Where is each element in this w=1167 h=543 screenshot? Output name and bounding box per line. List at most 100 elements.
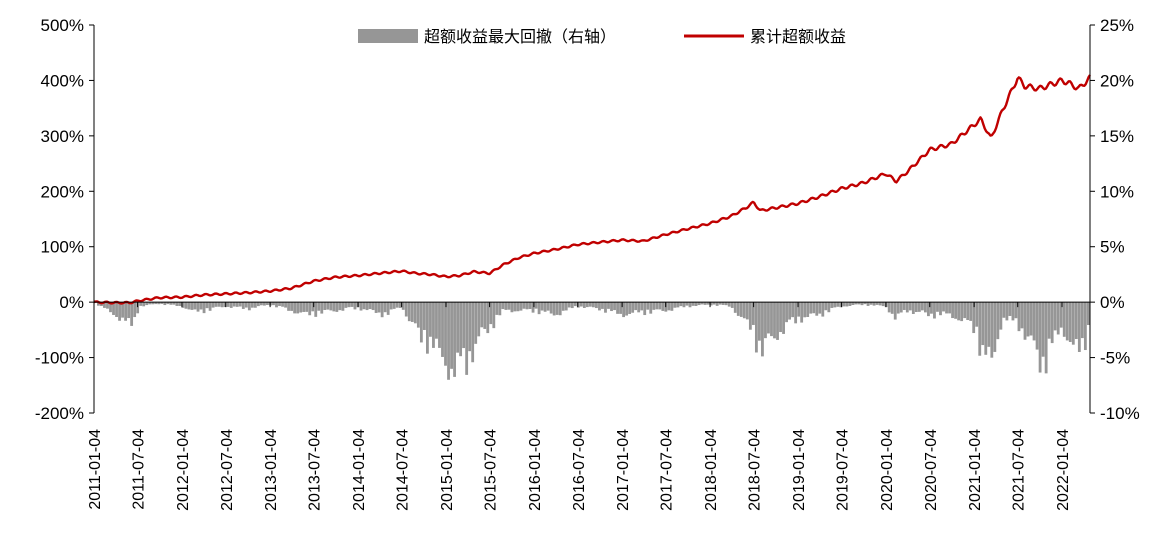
drawdown-bar [540,302,544,311]
drawdown-bar [1050,302,1054,344]
x-tick-label: 2015-07-04 [483,429,500,511]
drawdown-bar [703,302,707,305]
drawdown-bar [118,302,121,321]
drawdown-bar [193,302,197,310]
x-tick-label: 2017-01-04 [615,429,632,511]
drawdown-bar [945,302,948,314]
drawdown-bar [679,302,683,307]
x-tick-label: 2019-01-04 [791,429,808,511]
drawdown-bar [902,302,906,310]
drawdown-bar [1086,302,1090,325]
drawdown-bar [930,302,933,314]
drawdown-bar [130,302,134,326]
drawdown-bar [667,302,671,311]
drawdown-bar [788,302,791,320]
drawdown-bar [727,302,731,307]
x-tick-label: 2014-01-04 [351,429,368,511]
drawdown-bar [1065,302,1069,341]
drawdown-bar [857,302,861,305]
drawdown-bar [483,302,487,329]
drawdown-bar [773,302,776,339]
drawdown-bar [582,302,586,308]
drawdown-bar [398,302,402,308]
drawdown-bar [721,302,725,305]
x-tick-label: 2012-07-04 [219,429,236,511]
legend-swatch-drawdown [358,29,418,43]
drawdown-bar [948,302,951,314]
drawdown-bar [927,302,930,317]
drawdown-bar [1068,302,1072,342]
drawdown-bar [181,302,185,308]
drawdown-bar [546,302,550,311]
drawdown-bar [1041,302,1045,357]
x-tick-label: 2013-07-04 [307,429,324,511]
drawdown-bar [715,302,719,306]
drawdown-bar [537,302,541,315]
drawdown-bar [1026,302,1030,337]
drawdown-bar [824,302,828,311]
drawdown-bar [1017,302,1021,332]
drawdown-bar [293,302,297,314]
drawdown-bar [957,302,961,321]
legend-label-drawdown: 超额收益最大回撤（右轴） [424,27,616,46]
right-tick-label: 10% [1100,182,1134,201]
drawdown-bar [281,302,284,307]
drawdown-bar [477,302,481,337]
drawdown-bar [604,302,607,313]
drawdown-bar [1008,302,1012,316]
drawdown-bar [217,302,221,307]
drawdown-bar [115,302,118,317]
drawdown-bar [392,302,396,309]
drawdown-bar [1032,302,1036,341]
drawdown-bar [670,302,674,311]
drawdown-bar [103,302,106,308]
drawdown-bar [419,302,423,343]
drawdown-bar [106,302,109,309]
drawdown-bar [869,302,873,305]
drawdown-bar [447,302,450,380]
drawdown-bar [758,302,761,341]
drawdown-bar [350,302,354,307]
drawdown-bar [498,302,502,316]
drawdown-bar [573,302,577,307]
drawdown-bar [978,302,982,356]
drawdown-bar [426,302,429,354]
drawdown-bar [863,302,867,305]
right-tick-label: -10% [1100,404,1140,423]
drawdown-bar [999,302,1003,330]
drawdown-bar [525,302,529,310]
drawdown-bar [528,302,532,309]
drawdown-bar [697,302,701,306]
drawdown-bar [395,302,399,308]
drawdown-bar [764,302,767,339]
drawdown-bar [1077,302,1081,352]
drawdown-bar [516,302,520,312]
drawdown-bar [830,302,834,308]
drawdown-bar [595,302,598,309]
drawdown-bar [1083,302,1087,351]
drawdown-bar [474,302,478,344]
drawdown-bar [936,302,939,312]
drawdown-bar [564,302,568,311]
drawdown-bar [658,302,662,310]
plot-area [93,74,1092,380]
drawdown-bar [770,302,773,337]
drawdown-bar [299,302,303,313]
drawdown-bar [429,302,432,337]
drawdown-bar [459,302,463,357]
drawdown-bar [803,302,807,318]
drawdown-bar [386,302,390,315]
drawdown-bar [917,302,921,312]
drawdown-bar [818,302,822,314]
x-tick-label: 2017-07-04 [659,429,676,511]
drawdown-bar [229,302,233,308]
drawdown-bar [169,302,173,305]
drawdown-bar [235,302,239,307]
drawdown-bar [1023,302,1027,340]
drawdown-bar [990,302,994,358]
drawdown-bar [1047,302,1051,339]
right-tick-label: 5% [1100,238,1125,257]
drawdown-bar [718,302,722,305]
drawdown-bar [610,302,613,312]
